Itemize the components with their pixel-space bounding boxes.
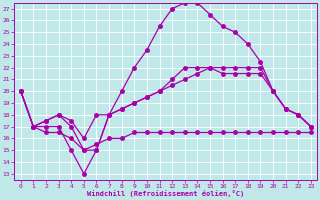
X-axis label: Windchill (Refroidissement éolien,°C): Windchill (Refroidissement éolien,°C) [87,190,244,197]
